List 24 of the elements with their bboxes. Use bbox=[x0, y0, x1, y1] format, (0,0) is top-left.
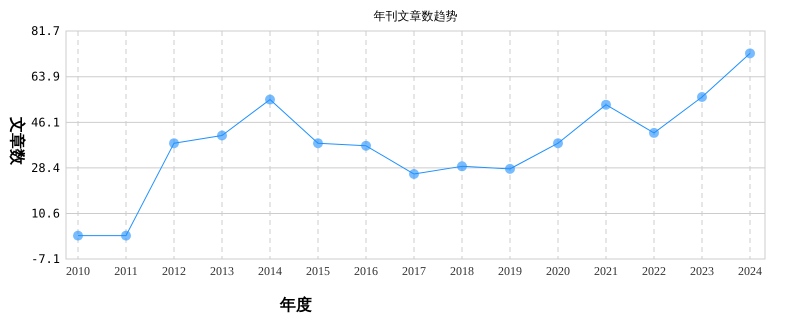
xtick: 2010 bbox=[66, 264, 90, 278]
ylabel: 文章数 bbox=[8, 117, 27, 165]
xtick: 2022 bbox=[642, 264, 666, 278]
ytick: 81.7 bbox=[31, 24, 60, 38]
ytick: 10.6 bbox=[31, 206, 60, 221]
xtick: 2023 bbox=[690, 264, 714, 278]
xtick: 2015 bbox=[306, 264, 330, 278]
xtick: 2019 bbox=[498, 264, 522, 278]
ytick: 28.4 bbox=[31, 160, 60, 175]
ytick: 63.9 bbox=[31, 70, 60, 84]
xtick: 2021 bbox=[594, 264, 618, 278]
xtick: 2017 bbox=[402, 264, 426, 278]
xtick: 2018 bbox=[450, 264, 474, 278]
xlabel: 年度 bbox=[280, 295, 312, 314]
xtick: 2024 bbox=[738, 264, 762, 278]
ytick: -7.1 bbox=[31, 252, 60, 266]
xtick: 2011 bbox=[114, 264, 138, 278]
xtick: 2012 bbox=[162, 264, 186, 278]
ytick: 46.1 bbox=[31, 115, 60, 130]
xtick: 2013 bbox=[210, 264, 234, 278]
xtick: 2014 bbox=[258, 264, 282, 278]
title: 年刊文章数趋势 bbox=[374, 9, 458, 23]
xtick: 2020 bbox=[546, 264, 570, 278]
xtick: 2016 bbox=[354, 264, 378, 278]
